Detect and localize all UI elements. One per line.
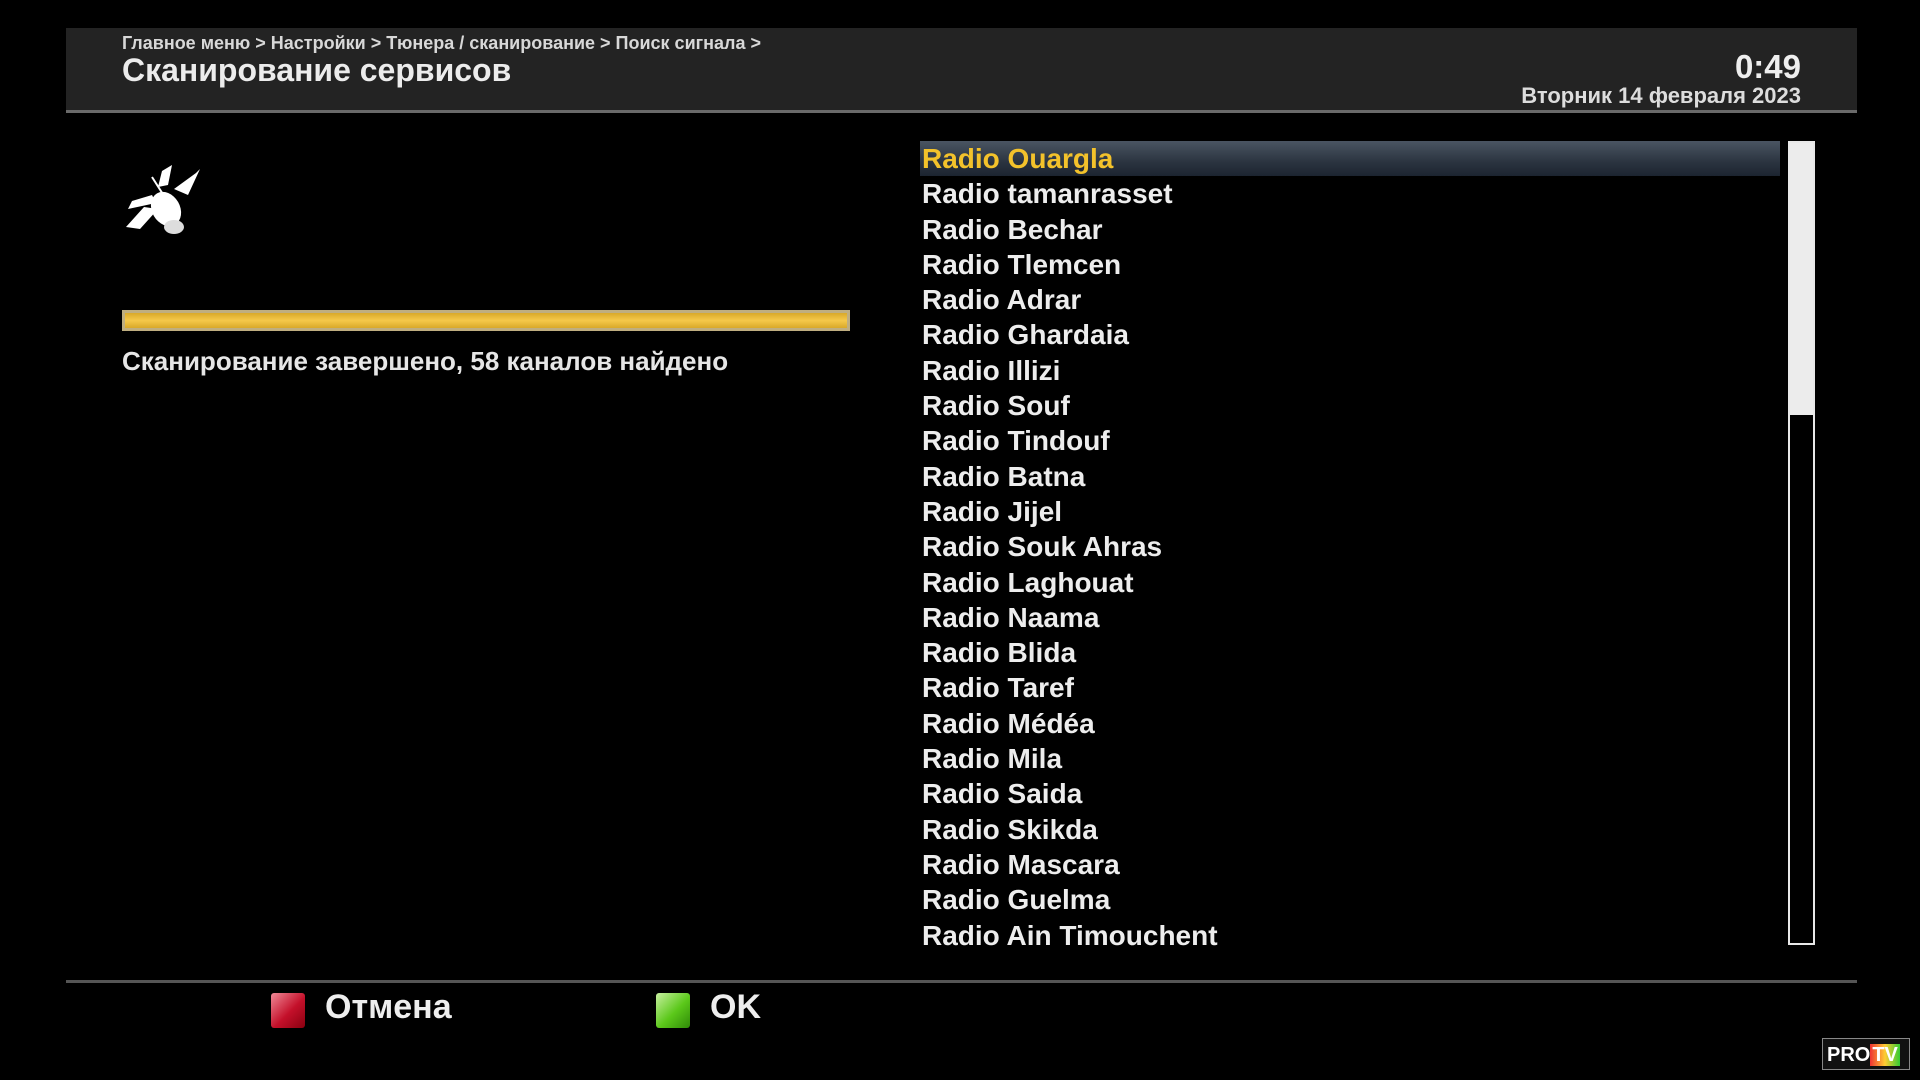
channel-item[interactable]: Radio Naama <box>922 601 1100 633</box>
channel-item-selected[interactable]: Radio Ouargla <box>920 141 1780 177</box>
green-key-icon[interactable] <box>656 993 690 1028</box>
channel-item[interactable]: Radio Mascara <box>922 848 1120 880</box>
channel-item[interactable]: Radio Blida <box>922 637 1077 669</box>
channel-item[interactable]: Radio Saida <box>922 778 1083 810</box>
channel-item[interactable]: Radio Tindouf <box>922 425 1110 457</box>
ok-button[interactable]: OK <box>710 988 761 1026</box>
channel-item[interactable]: Radio Médéa <box>922 707 1095 739</box>
channel-item[interactable]: Radio Tlemcen <box>922 248 1122 280</box>
channel-item[interactable]: Radio Taref <box>922 672 1074 704</box>
channel-item[interactable]: Radio Ghardaia <box>922 319 1129 351</box>
channel-item[interactable]: Radio Illizi <box>922 354 1061 386</box>
channel-item[interactable]: Radio tamanrasset <box>922 178 1173 210</box>
satellite-icon <box>126 165 200 234</box>
channel-item[interactable]: Radio Batna <box>922 460 1086 492</box>
channel-item[interactable]: Radio Bechar <box>922 213 1103 245</box>
clock-time: 0:49 <box>1734 48 1801 85</box>
channel-item[interactable]: Radio Souk Ahras <box>922 531 1163 563</box>
progress-fill <box>125 313 847 328</box>
channel-item[interactable]: Radio Laghouat <box>922 566 1134 598</box>
watermark-logo: PRO TV <box>1822 1038 1910 1070</box>
red-key-icon[interactable] <box>271 993 305 1028</box>
clock-date: Вторник 14 февраля 2023 <box>1521 83 1801 108</box>
channel-item[interactable]: Radio Mila <box>922 743 1063 775</box>
page-title: Сканирование сервисов <box>122 52 512 88</box>
channel-item[interactable]: Radio Skikda <box>922 813 1098 845</box>
channel-item[interactable]: Radio Adrar <box>922 284 1082 316</box>
channel-item[interactable]: Radio Souf <box>922 390 1070 422</box>
scrollbar-thumb[interactable] <box>1790 143 1813 415</box>
logo-tv: TV <box>1870 1044 1900 1066</box>
breadcrumb: Главное меню > Настройки > Тюнера / скан… <box>122 33 761 53</box>
scan-status: Сканирование завершено, 58 каналов найде… <box>122 346 729 376</box>
channel-item[interactable]: Radio Ain Timouchent <box>922 919 1218 951</box>
channel-item[interactable]: Radio Guelma <box>922 884 1111 916</box>
header: Главное меню > Настройки > Тюнера / скан… <box>66 28 1857 113</box>
scrollbar[interactable] <box>1788 141 1815 945</box>
cancel-button[interactable]: Отмена <box>325 988 452 1026</box>
scan-progress-bar <box>122 310 850 331</box>
logo-pro: PRO <box>1827 1044 1871 1066</box>
channel-item[interactable]: Radio Jijel <box>922 495 1063 527</box>
channel-list[interactable]: Radio Ouargla Radio tamanrasset Radio Bech… <box>920 141 1780 953</box>
footer-divider <box>66 980 1857 983</box>
